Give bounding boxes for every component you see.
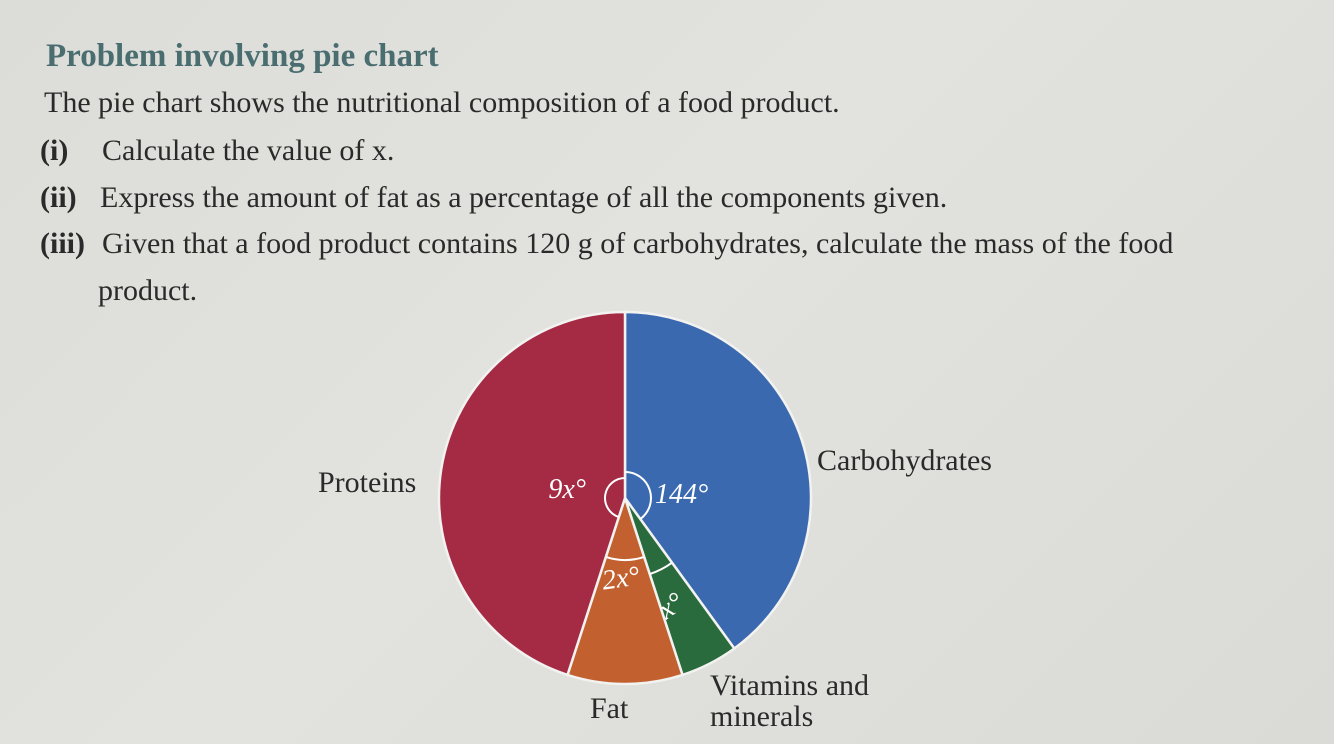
question-number: (i)	[40, 134, 69, 167]
pie-slice-fat	[565, 493, 685, 686]
question-iii: (iii) Given that a food product contains …	[40, 227, 1173, 261]
question-text: Given that a food product contains 120 g…	[102, 227, 1174, 260]
slice-label-proteins: Proteins	[318, 466, 416, 499]
slice-label-vitamins-and-minerals-line-1: Vitamins and	[710, 669, 869, 702]
pie-slice-proteins	[437, 310, 627, 677]
question-i: (i) Calculate the value of x.	[40, 134, 394, 168]
slice-label-carbohydrates: Carbohydrates	[817, 444, 992, 477]
pie-slice-carbohydrates	[623, 310, 813, 651]
intro-text: The pie chart shows the nutritional comp…	[44, 86, 840, 119]
angle-arc-carbohydrates	[624, 471, 652, 520]
question-text: Calculate the value of x.	[102, 134, 395, 167]
angle-arc-proteins	[604, 477, 626, 518]
question-text: Express the amount of fat as a percentag…	[100, 181, 948, 214]
slice-label-vitamins-and-minerals-line-2: minerals	[710, 700, 813, 733]
angle-label-fat: 2x°	[600, 561, 642, 597]
question-iii-continuation: product.	[98, 274, 198, 307]
question-ii: (ii) Express the amount of fat as a perce…	[40, 181, 947, 215]
angle-arc-vitamins-and-minerals	[649, 561, 673, 576]
angle-arc-fat	[605, 556, 645, 562]
angle-label-proteins: 9x°	[548, 474, 586, 505]
slice-label-fat: Fat	[590, 692, 629, 725]
angle-label-carbohydrates: 144°	[655, 479, 708, 510]
question-number: (ii)	[40, 181, 77, 214]
problem-heading: Problem involving pie chart	[46, 38, 439, 74]
question-number: (iii)	[40, 227, 85, 260]
